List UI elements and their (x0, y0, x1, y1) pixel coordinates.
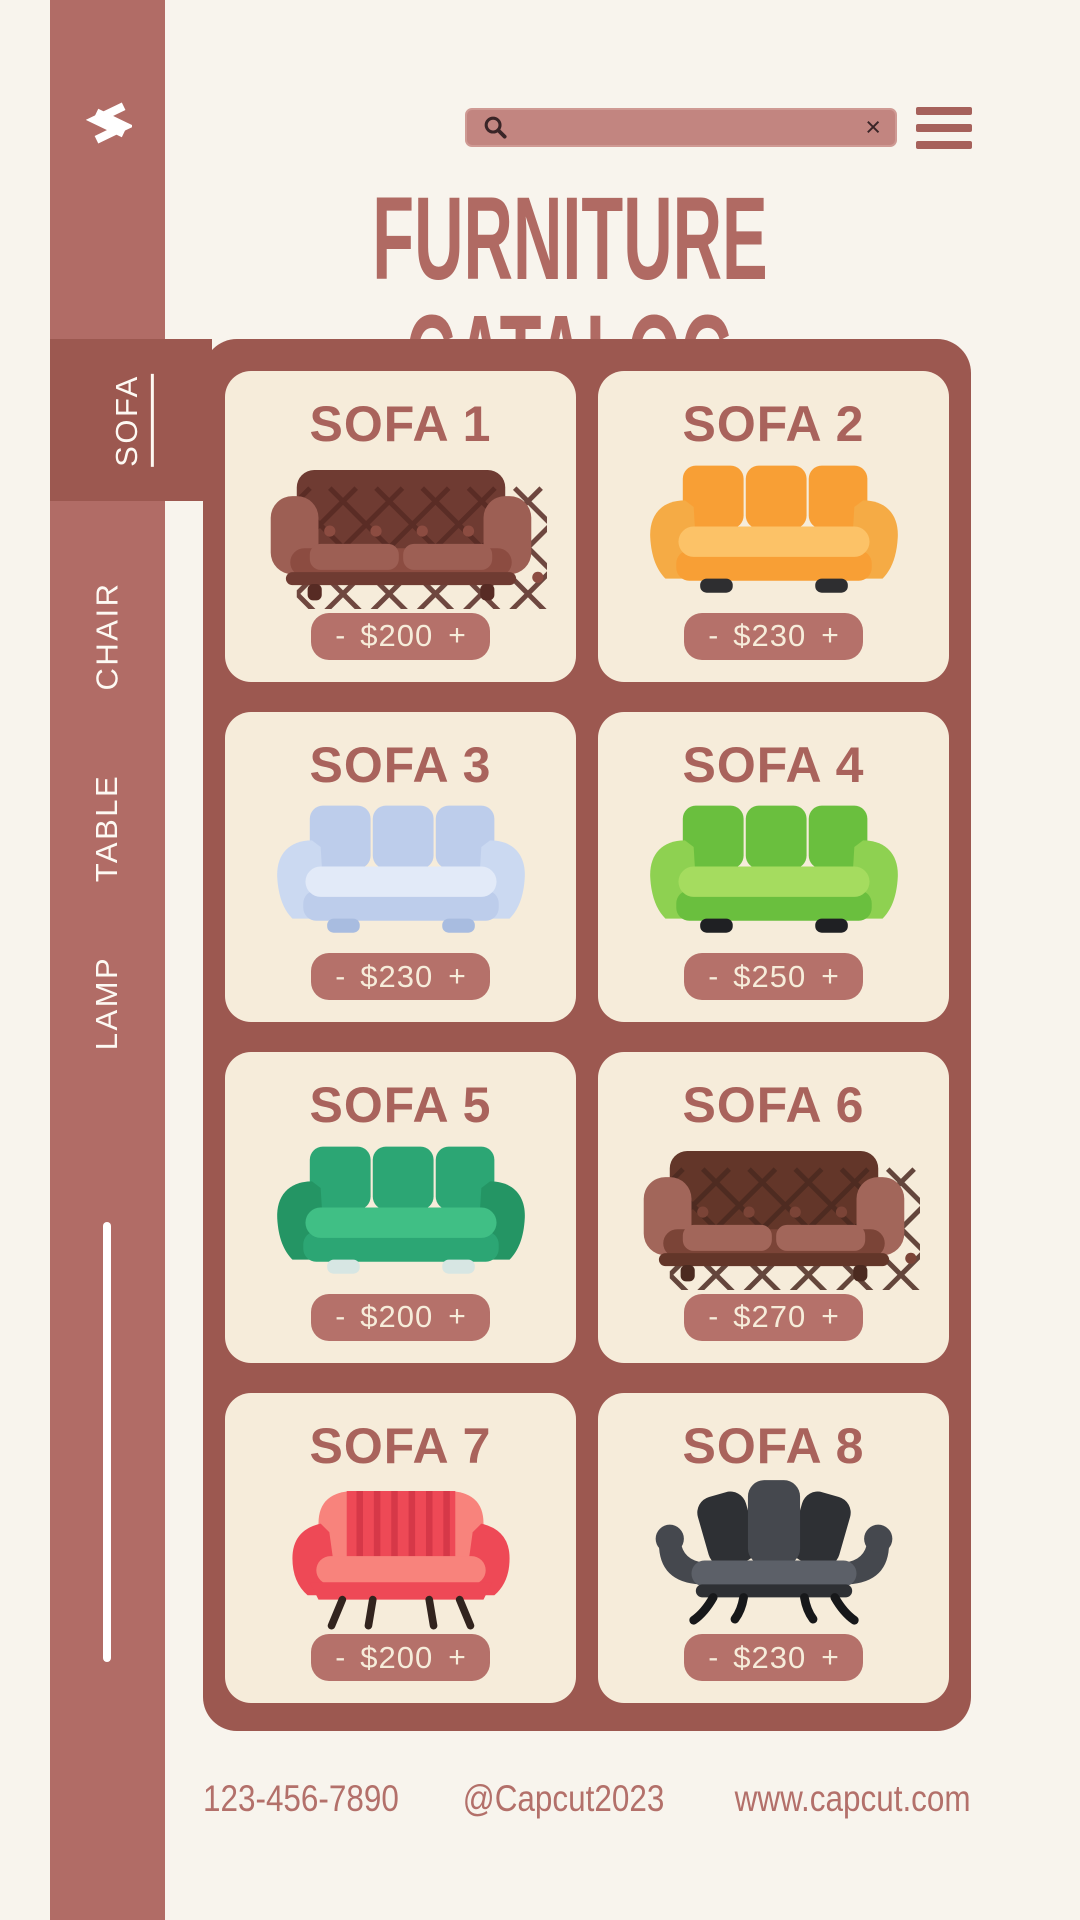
sidebar-item-chair[interactable]: CHAIR (50, 526, 165, 746)
capcut-logo-icon (86, 100, 132, 146)
sidebar-item-sofa[interactable]: SOFA (50, 339, 212, 501)
increase-button[interactable]: + (448, 619, 466, 652)
price-value: $230 (733, 618, 807, 653)
increase-button[interactable]: + (821, 619, 839, 652)
search-icon (483, 115, 508, 140)
card-title: SOFA 8 (682, 1417, 865, 1474)
sofa-illustration (239, 1134, 562, 1294)
price-stepper: - $230 + (684, 612, 863, 660)
catalog-panel: SOFA 1 (203, 339, 971, 1731)
price-stepper: - $200 + (311, 612, 490, 660)
product-card: SOFA 5 - $200 + (225, 1052, 576, 1363)
product-card: SOFA 4 - $250 + (598, 711, 949, 1022)
price-stepper: - $230 + (311, 953, 490, 1000)
sofa-illustration (239, 1475, 562, 1635)
price-stepper: - $230 + (684, 1634, 863, 1681)
sofa-illustration (612, 1475, 935, 1635)
clear-search-button[interactable]: × (861, 114, 885, 141)
increase-button[interactable]: + (448, 959, 466, 993)
sofa-illustration (239, 453, 562, 613)
increase-button[interactable]: + (821, 959, 839, 993)
price-value: $270 (733, 1299, 807, 1334)
card-title: SOFA 5 (309, 1077, 492, 1133)
hamburger-icon (916, 124, 972, 132)
card-title: SOFA 6 (682, 1077, 865, 1133)
sidebar-item-label: CHAIR (89, 581, 125, 691)
hamburger-icon (916, 107, 972, 115)
search-input[interactable] (518, 109, 862, 146)
sidebar-item-label: TABLE (89, 773, 125, 883)
price-value: $250 (733, 958, 807, 994)
price-value: $200 (360, 1299, 434, 1334)
decrease-button[interactable]: - (708, 1300, 719, 1333)
increase-button[interactable]: + (448, 1300, 466, 1333)
price-value: $230 (733, 1639, 807, 1675)
product-card: SOFA 2 - $230 + (598, 371, 949, 682)
sofa-illustration (239, 794, 562, 954)
card-title: SOFA 7 (309, 1417, 492, 1474)
decorative-line (103, 1222, 111, 1662)
decrease-button[interactable]: - (335, 1640, 346, 1674)
price-value: $230 (360, 958, 434, 994)
price-value: $200 (360, 618, 434, 653)
hamburger-icon (916, 141, 972, 149)
product-card: SOFA 3 - $230 + (225, 711, 576, 1022)
sidebar-item-label: SOFA (108, 373, 154, 467)
footer-website: www.capcut.com (735, 1778, 971, 1819)
sofa-illustration (612, 1134, 935, 1294)
decrease-button[interactable]: - (708, 959, 719, 993)
search-bar: × (465, 108, 897, 147)
card-title: SOFA 2 (682, 396, 865, 452)
sofa-illustration (612, 794, 935, 954)
price-stepper: - $250 + (684, 953, 863, 1000)
decrease-button[interactable]: - (335, 1300, 346, 1333)
card-title: SOFA 4 (682, 736, 865, 793)
increase-button[interactable]: + (821, 1640, 839, 1674)
decrease-button[interactable]: - (335, 619, 346, 652)
footer: 123-456-7890 @Capcut2023 www.capcut.com (203, 1778, 971, 1820)
increase-button[interactable]: + (821, 1300, 839, 1333)
product-card: SOFA 7 - $200 + (225, 1392, 576, 1703)
decrease-button[interactable]: - (708, 619, 719, 652)
footer-phone: 123-456-7890 (203, 1778, 399, 1819)
catalog-grid: SOFA 1 (225, 371, 949, 1703)
price-value: $200 (360, 1639, 434, 1675)
card-title: SOFA 3 (309, 736, 492, 793)
decrease-button[interactable]: - (708, 1640, 719, 1674)
sidebar-item-label: LAMP (89, 955, 125, 1051)
product-card: SOFA 1 (225, 371, 576, 682)
product-card: SOFA 6 (598, 1052, 949, 1363)
price-stepper: - $200 + (311, 1634, 490, 1681)
increase-button[interactable]: + (448, 1640, 466, 1674)
card-title: SOFA 1 (309, 396, 492, 452)
price-stepper: - $200 + (311, 1293, 490, 1341)
price-stepper: - $270 + (684, 1293, 863, 1341)
decrease-button[interactable]: - (335, 959, 346, 993)
product-card: SOFA 8 - $230 + (598, 1392, 949, 1703)
menu-button[interactable] (916, 107, 972, 149)
sofa-illustration (612, 453, 935, 613)
footer-handle: @Capcut2023 (462, 1778, 665, 1819)
sidebar-item-lamp[interactable]: LAMP (50, 893, 165, 1113)
